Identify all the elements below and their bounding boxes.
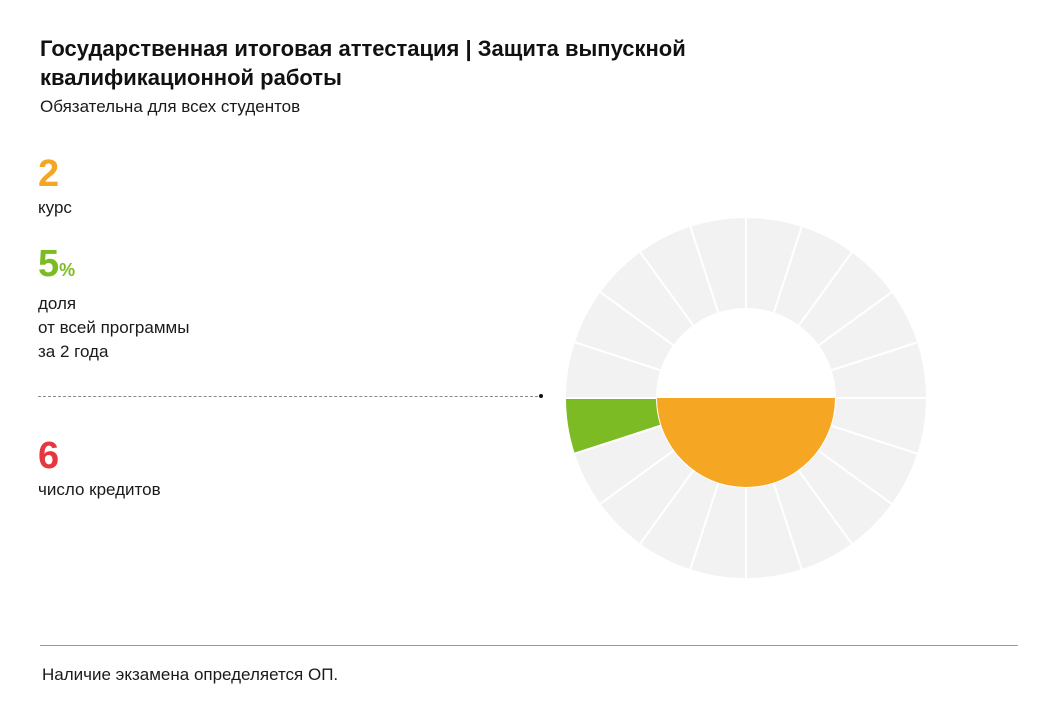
stat-share-number: 5% [38, 244, 189, 290]
leader-line [38, 396, 538, 397]
stat-year: 2 курс [38, 154, 72, 220]
donut-chart [563, 218, 929, 581]
stat-credits-label: число кредитов [38, 480, 161, 499]
stat-share-label: доля от всей программы за 2 года [38, 294, 190, 361]
stat-year-label: курс [38, 198, 72, 217]
leader-dot [539, 394, 543, 398]
stat-credits: 6 число кредитов [38, 436, 161, 502]
stat-share: 5% доля от всей программы за 2 года [38, 244, 189, 364]
stat-share-unit: % [59, 260, 76, 280]
footnote: Наличие экзамена определяется ОП. [42, 665, 339, 684]
donut-inner-half [657, 398, 835, 487]
footer-divider [40, 645, 1018, 646]
page-subtitle: Обязательна для всех студентов [40, 97, 301, 116]
stat-credits-value: 6 [38, 435, 60, 477]
stat-year-value: 2 [38, 153, 60, 195]
page-title: Государственная итоговая аттестация | За… [40, 36, 686, 90]
stat-share-value: 5 [38, 243, 60, 285]
